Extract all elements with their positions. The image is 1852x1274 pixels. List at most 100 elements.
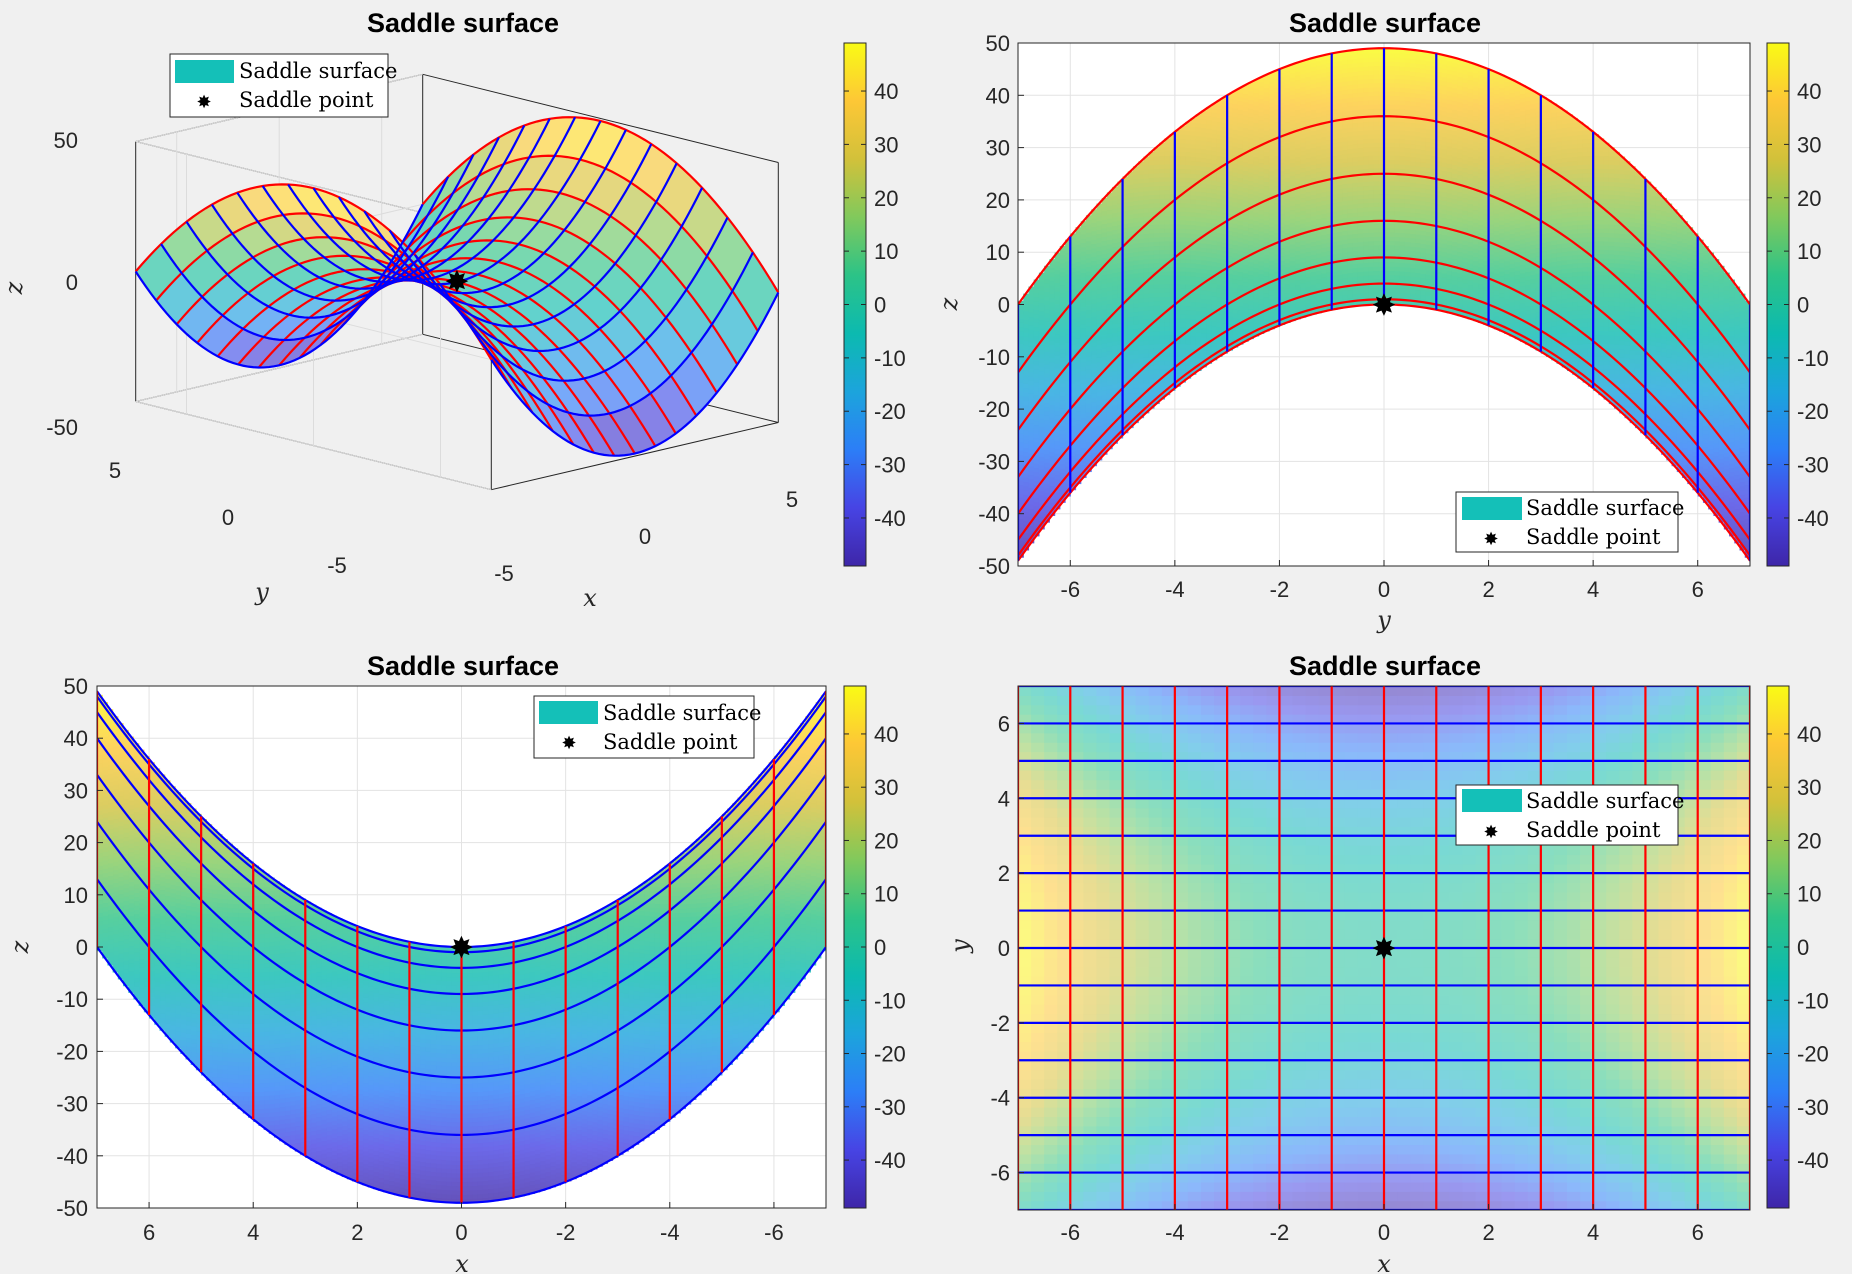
surface-cell — [1258, 175, 1265, 181]
surface-cell — [1038, 507, 1045, 513]
surface-cell — [1054, 342, 1061, 348]
surface-cell — [1326, 212, 1333, 217]
surface-cell — [1133, 238, 1139, 244]
surface-cell — [1342, 204, 1348, 210]
surface-cell — [1326, 305, 1333, 311]
surface-cell — [1316, 278, 1322, 284]
surface-cell — [1201, 349, 1207, 355]
surface-cell — [1316, 141, 1322, 147]
surface-cell — [1347, 178, 1354, 184]
surface-cell — [1253, 92, 1260, 98]
surface-cell — [1310, 121, 1317, 127]
surface-cell — [1127, 252, 1134, 258]
surface-cell — [1321, 102, 1328, 108]
surface-cell — [1049, 472, 1056, 478]
surface-cell — [1331, 279, 1338, 285]
surface-cell — [1258, 290, 1265, 296]
surface-cell — [1169, 168, 1176, 174]
surface-cell — [1033, 330, 1040, 336]
surface-cell — [1316, 167, 1322, 173]
surface-cell — [1049, 348, 1056, 354]
surface-cell — [1227, 191, 1233, 197]
surface-cell — [1310, 245, 1317, 251]
surface-cell — [1206, 252, 1213, 258]
surface-cell — [1091, 264, 1098, 270]
surface-cell — [1096, 425, 1103, 431]
surface-cell — [1211, 261, 1218, 267]
surface-cell — [1059, 429, 1066, 435]
surface-patch — [268, 289, 315, 315]
surface-cell — [1284, 168, 1291, 174]
surface-cell — [1295, 71, 1301, 76]
surface-cell — [1195, 306, 1202, 312]
surface-cell — [1227, 315, 1233, 321]
surface-patch — [656, 163, 703, 227]
surface-cell — [1394, 198, 1401, 203]
surface-cell — [1180, 369, 1186, 375]
surface-cell — [1248, 214, 1254, 220]
surface-cell — [1242, 106, 1249, 112]
surface-cell — [1404, 49, 1411, 55]
surface-cell — [1044, 342, 1050, 348]
surface-cell — [1044, 496, 1050, 502]
surface-cell — [1091, 299, 1098, 304]
surface-cell — [1216, 335, 1223, 340]
surface-cell — [1133, 349, 1139, 355]
surface-cell — [1038, 481, 1045, 487]
surface-cell — [1112, 421, 1118, 427]
surface-cell — [1211, 112, 1218, 117]
surface-cell — [1420, 269, 1427, 274]
surface-cell — [1190, 211, 1197, 217]
surface-cell — [1080, 443, 1087, 449]
surface-cell — [1106, 423, 1113, 428]
surface-cell — [1363, 223, 1369, 229]
surface-cell — [1185, 296, 1192, 302]
surface-cell — [1352, 160, 1359, 166]
surface-cell — [1075, 423, 1082, 429]
surface-cell — [1227, 256, 1233, 261]
surface-cell — [1248, 129, 1254, 135]
surface-cell — [1363, 48, 1369, 54]
surface-cell — [1389, 65, 1396, 71]
surface-cell — [1300, 176, 1307, 181]
surface-cell — [1321, 191, 1328, 197]
surface-cell — [1352, 126, 1359, 132]
surface-cell — [1373, 206, 1380, 212]
surface-cell — [1394, 116, 1401, 122]
surface-cell — [1018, 309, 1024, 315]
surface-cell — [1117, 314, 1124, 319]
surface-cell — [1049, 276, 1056, 282]
surface-cell — [1342, 226, 1348, 232]
surface-cell — [1112, 191, 1118, 197]
surface-cell — [1117, 215, 1124, 221]
surface-cell — [1112, 387, 1118, 393]
surface-cell — [1279, 277, 1286, 283]
surface-cell — [1326, 173, 1333, 179]
surface-cell — [1347, 123, 1354, 128]
surface-cell — [1258, 136, 1265, 142]
surface-cell — [1106, 209, 1113, 215]
surface-cell — [1336, 214, 1343, 220]
surface-cell — [1221, 318, 1228, 324]
surface-cell — [1044, 308, 1050, 314]
surface-cell — [1232, 112, 1239, 117]
surface-cell — [1075, 453, 1082, 459]
surface-cell — [1201, 157, 1207, 163]
surface-cell — [1044, 287, 1050, 293]
surface-cell — [1138, 276, 1145, 282]
surface-cell — [1326, 156, 1333, 162]
surface-cell — [1357, 245, 1364, 251]
surface-cell — [1232, 124, 1239, 130]
surface-cell — [1059, 331, 1066, 337]
surface-cell — [1242, 131, 1249, 137]
surface-cell — [1378, 202, 1385, 207]
surface-cell — [1159, 164, 1165, 169]
surface-cell — [1404, 138, 1411, 144]
surface-cell — [1404, 74, 1411, 80]
surface-patch — [402, 176, 449, 243]
surface-cell — [1106, 235, 1113, 240]
surface-cell — [1373, 197, 1380, 203]
surface-cell — [1227, 277, 1233, 283]
surface-cell — [1206, 132, 1213, 138]
surface-cell — [1190, 305, 1197, 311]
